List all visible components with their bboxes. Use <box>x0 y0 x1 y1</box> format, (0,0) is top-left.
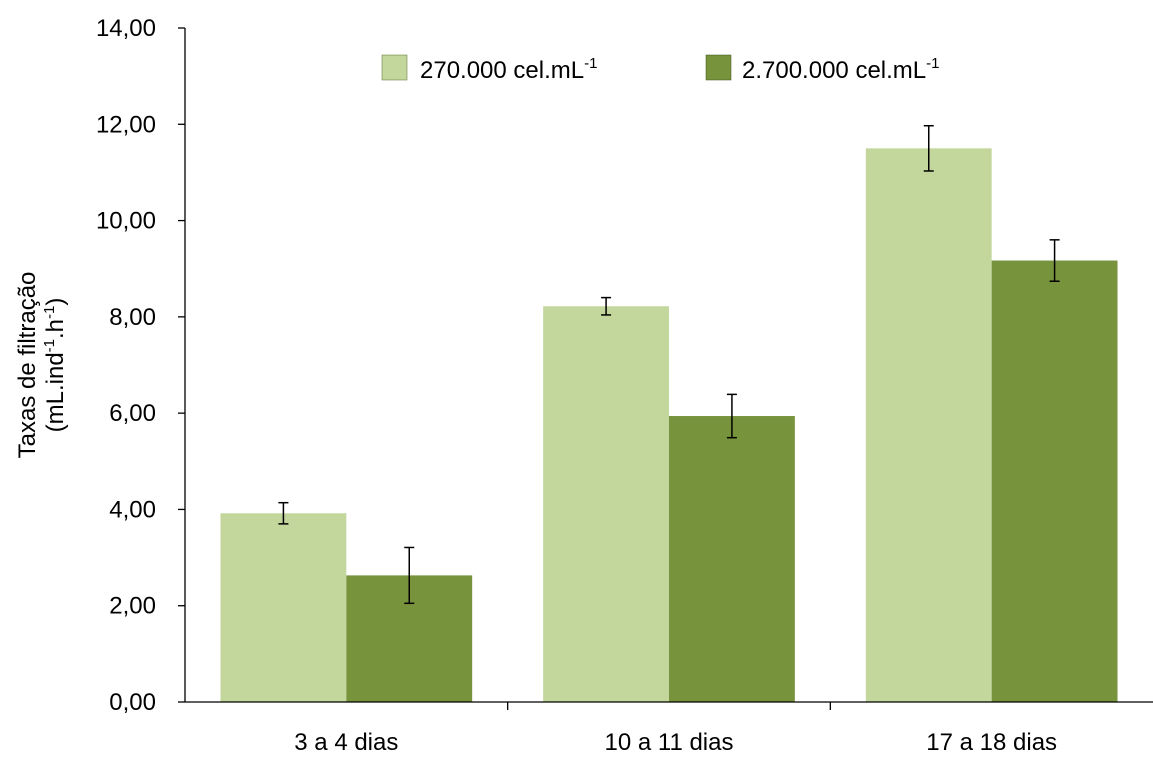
bars-layer <box>220 148 1118 702</box>
y-axis-label-line2: (mL.ind-1.h-1) <box>41 298 69 433</box>
axes-layer <box>184 28 1153 703</box>
y-tick-label: 10,00 <box>96 208 156 235</box>
x-tick-label: 17 a 18 dias <box>926 729 1057 755</box>
legend-label-series-2: 2.700.000 cel.mL-1 <box>742 55 939 84</box>
y-tick-label: 8,00 <box>109 304 156 331</box>
y-tick-label: 12,00 <box>96 111 156 138</box>
y-tick-label: 0,00 <box>109 689 156 716</box>
x-ticks-layer: 3 a 4 dias 10 a 11 dias 17 a 18 dias <box>294 702 1057 756</box>
x-tick-label: 3 a 4 dias <box>294 729 398 755</box>
bar-series-2-cat-2 <box>669 416 795 702</box>
error-bars-layer <box>278 124 1060 605</box>
legend-swatch-series-1 <box>381 54 408 81</box>
y-tick-label: 4,00 <box>109 496 156 523</box>
y-tick-label: 6,00 <box>109 400 156 427</box>
x-tick-label: 10 a 11 dias <box>605 729 734 755</box>
legend-label-series-2-sup: -1 <box>926 55 939 72</box>
y-axis-label-prefix: (mL.ind <box>42 352 69 432</box>
y-axis-label: Taxas de filtração (mL.ind-1.h-1) <box>14 272 69 459</box>
legend: 270.000 cel.mL-1 2.700.000 cel.mL-1 <box>381 54 939 84</box>
y-axis-label-sup1: -1 <box>41 339 58 352</box>
y-tick-label: 2,00 <box>109 593 156 620</box>
legend-label-series-1-base: 270.000 cel.mL <box>420 57 584 84</box>
legend-swatch-series-2 <box>705 54 732 81</box>
y-axis-label-sup2: -1 <box>41 306 58 319</box>
bar-series-1-cat-3 <box>865 148 992 702</box>
bar-series-1-cat-2 <box>543 306 669 702</box>
bar-series-1-cat-1 <box>220 513 347 702</box>
y-ticks-layer: 0,00 2,00 4,00 6,00 8,00 10,00 12,00 14,00 <box>96 15 185 716</box>
y-axis-label-mid: .h <box>42 319 69 339</box>
y-tick-label: 14,00 <box>96 15 156 42</box>
legend-label-series-1-sup: -1 <box>584 55 597 72</box>
legend-label-series-2-base: 2.700.000 cel.mL <box>742 57 926 84</box>
bar-series-2-cat-3 <box>991 260 1118 702</box>
y-axis-label-line1: Taxas de filtração <box>14 272 41 459</box>
legend-label-series-1: 270.000 cel.mL-1 <box>420 55 597 84</box>
y-axis-label-suffix: ) <box>42 298 69 306</box>
